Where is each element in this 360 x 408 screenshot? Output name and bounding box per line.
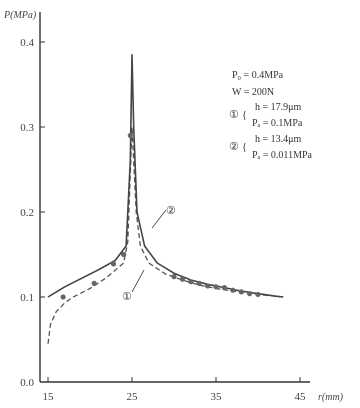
data-point-marker bbox=[255, 291, 261, 298]
x-tick-label: 35 bbox=[211, 391, 223, 403]
x-axis-title: r(mm) bbox=[318, 392, 344, 403]
data-point-marker bbox=[205, 283, 211, 289]
x-tick-label: 15 bbox=[43, 391, 55, 403]
series-layer bbox=[47, 54, 284, 344]
data-point-marker bbox=[238, 289, 244, 295]
annotation-curve2-marker: ② bbox=[229, 141, 239, 153]
curve2-leader-line bbox=[151, 209, 167, 229]
annotation-curve1-brace: { bbox=[242, 110, 247, 121]
data-point-marker bbox=[188, 279, 194, 285]
curve-labels: ① ② bbox=[122, 205, 176, 303]
x-tick-label: 25 bbox=[127, 391, 139, 403]
y-tick-label: 0.2 bbox=[20, 207, 34, 219]
data-point-marker bbox=[171, 274, 177, 280]
y-axis-title: P(MPa) bbox=[3, 10, 37, 21]
data-point-marker bbox=[127, 132, 133, 139]
data-point-marker bbox=[196, 280, 202, 286]
y-tick-label: 0.1 bbox=[20, 292, 34, 304]
annotation-curve1-marker: ① bbox=[229, 109, 239, 121]
annotation-box: P₀ = 0.4MPa W = 200N ① { h = 17.9μm Pₐ =… bbox=[229, 70, 313, 161]
data-point-marker bbox=[221, 285, 227, 291]
annotation-p0: P₀ = 0.4MPa bbox=[232, 70, 284, 81]
data-point-marker bbox=[60, 294, 66, 300]
annotation-curve2-h: h = 13.4μm bbox=[255, 134, 302, 145]
data-point-marker bbox=[230, 287, 236, 293]
series-line-2 bbox=[47, 54, 284, 298]
y-tick-label: 0.4 bbox=[20, 37, 34, 49]
curve2-label: ② bbox=[166, 205, 176, 217]
curve1-label: ① bbox=[122, 291, 132, 303]
y-tick-label: 0.3 bbox=[20, 122, 34, 134]
data-point-marker bbox=[213, 284, 219, 290]
annotation-curve1-h: h = 17.9μm bbox=[255, 102, 302, 113]
data-point-marker bbox=[110, 261, 117, 267]
data-point-marker bbox=[247, 291, 253, 297]
axes: P(MPa) r(mm) bbox=[3, 10, 344, 403]
ticks: 15 25 35 45 0.0 0.1 0.2 0.3 0.4 bbox=[20, 37, 306, 403]
markers-layer bbox=[60, 132, 261, 300]
data-point-marker bbox=[179, 276, 185, 282]
data-point-marker bbox=[121, 251, 127, 258]
y-tick-label: 0.0 bbox=[20, 377, 34, 389]
annotation-curve2-brace: { bbox=[242, 142, 247, 153]
data-point-marker bbox=[91, 280, 97, 286]
series-line-1 bbox=[47, 126, 284, 344]
annotation-w: W = 200N bbox=[232, 87, 274, 98]
annotation-curve1-pa: Pₐ = 0.1MPa bbox=[252, 118, 303, 129]
annotation-curve2-pa: Pₐ = 0.011MPa bbox=[252, 150, 313, 161]
x-tick-label: 45 bbox=[295, 391, 307, 403]
curve1-leader-line bbox=[131, 269, 145, 293]
